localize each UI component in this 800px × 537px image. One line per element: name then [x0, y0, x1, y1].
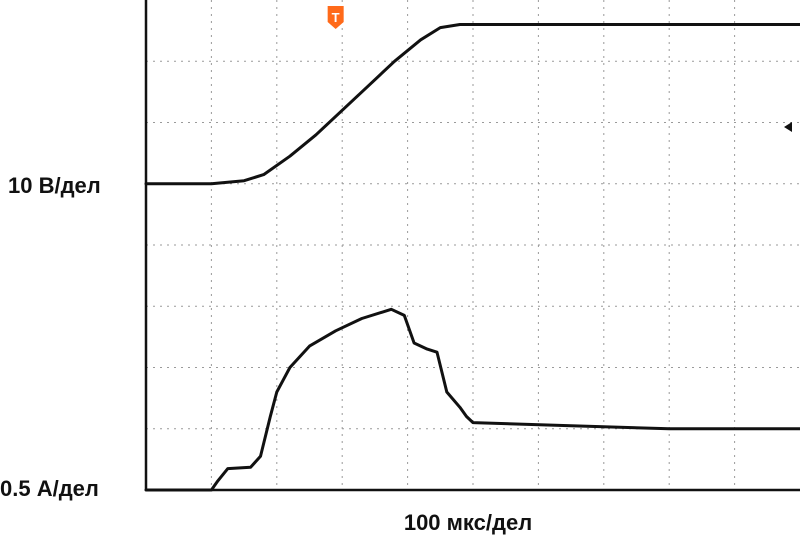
trigger-marker-glyph: T: [332, 10, 340, 25]
right-arrow-marker-icon: [784, 122, 792, 132]
voltage-scale-label: 10 В/дел: [8, 173, 101, 198]
grid: [146, 0, 800, 490]
time-scale-label: 100 мкс/дел: [404, 510, 532, 535]
trigger-marker-icon: T: [327, 6, 344, 29]
current-scale-label: 0.5 А/дел: [0, 476, 99, 501]
traces: [144, 23, 800, 492]
current-trace: [144, 307, 800, 492]
voltage-trace: [144, 23, 800, 186]
trigger-marker-shape: [327, 6, 344, 29]
